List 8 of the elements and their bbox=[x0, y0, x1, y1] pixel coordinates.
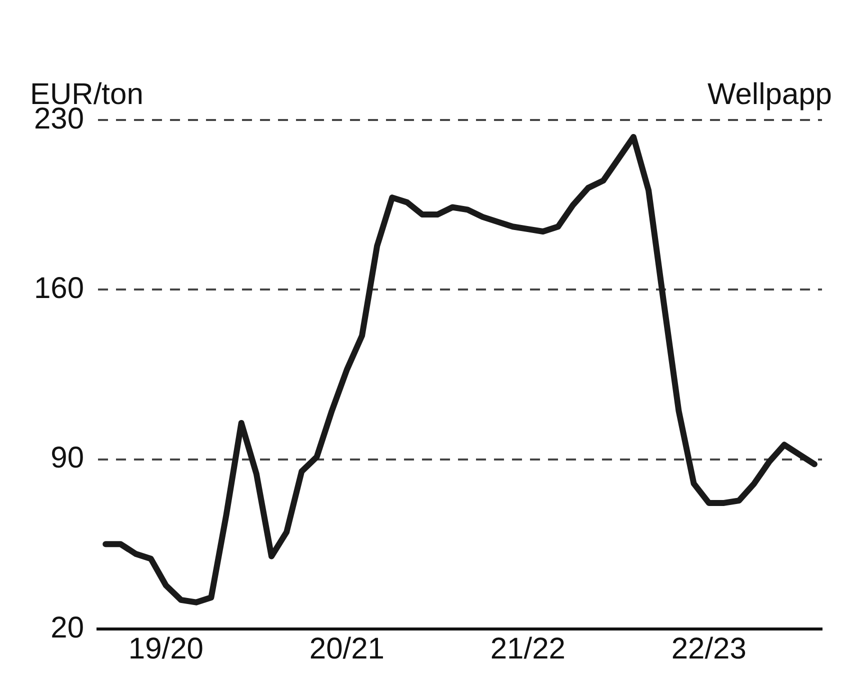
y-tick-label: 160 bbox=[34, 272, 84, 305]
chart-title: Wellpapp bbox=[707, 78, 832, 112]
x-tick-label: 21/22 bbox=[490, 632, 566, 666]
y-tick-label: 20 bbox=[50, 611, 84, 644]
x-tick-label: 20/21 bbox=[309, 632, 384, 666]
y-tick-label: 90 bbox=[50, 442, 84, 475]
x-tick-label: 22/23 bbox=[671, 632, 746, 666]
x-tick-label: 19/20 bbox=[128, 632, 204, 666]
